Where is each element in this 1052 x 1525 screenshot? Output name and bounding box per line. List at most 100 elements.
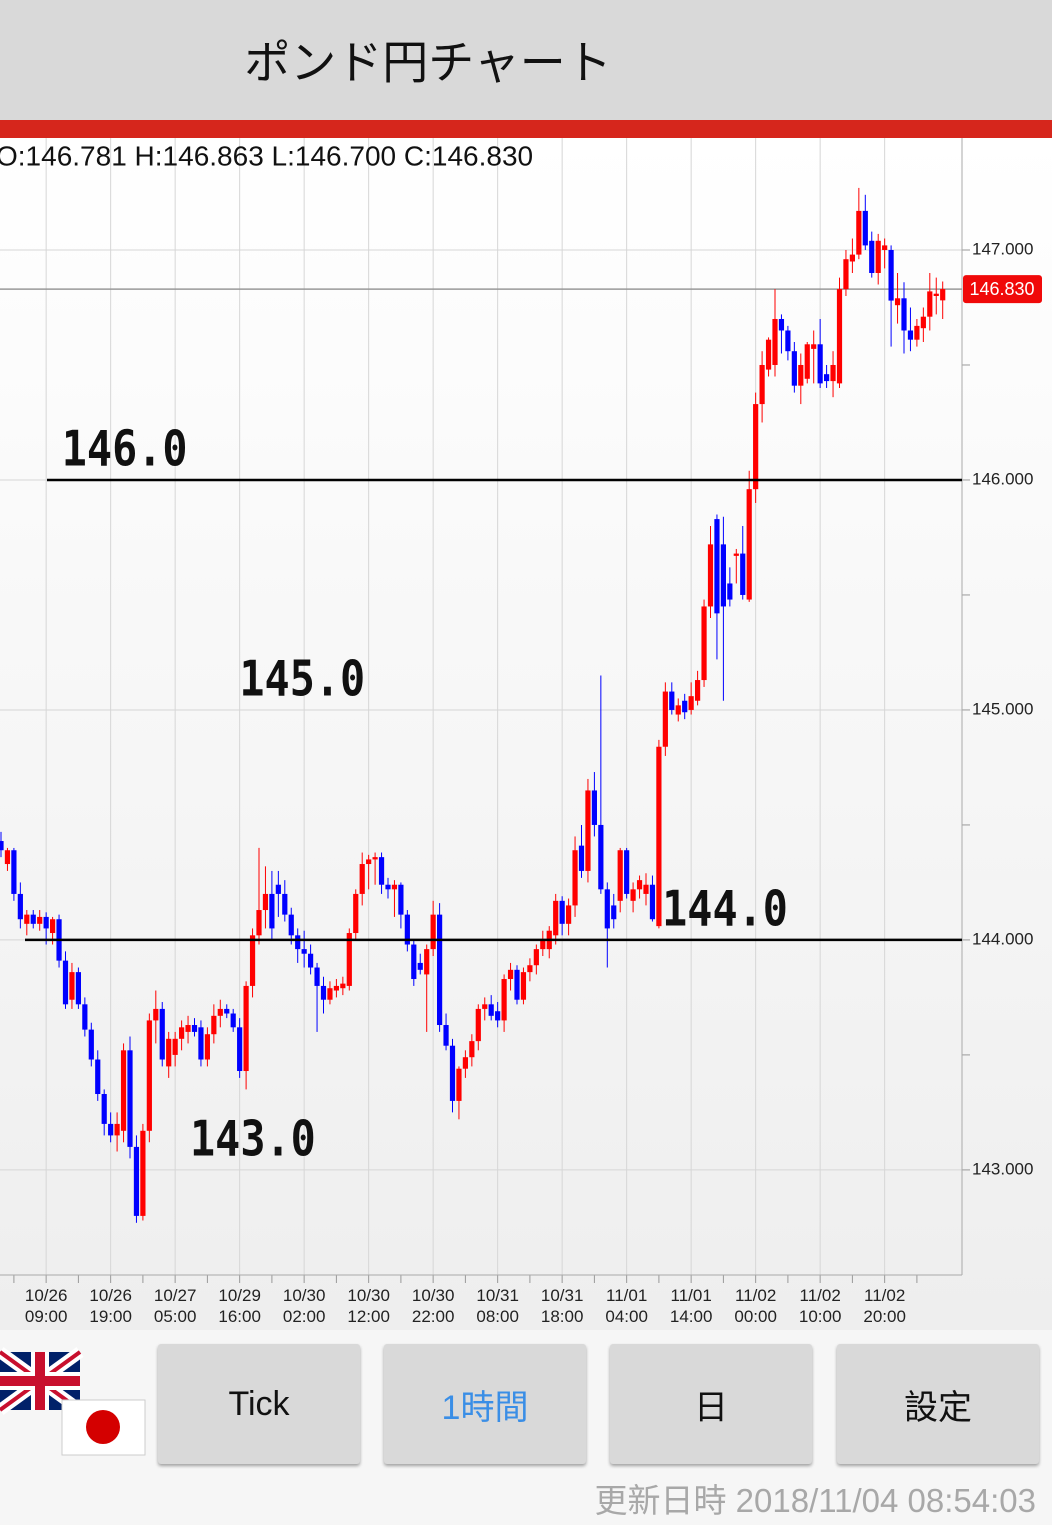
x-tick-label: 10/30 22:00 (411, 1286, 455, 1326)
candle-body (585, 790, 591, 871)
candle-body (882, 245, 888, 250)
candle-body (630, 889, 636, 901)
candle-body (675, 705, 681, 715)
candle-body (843, 259, 849, 290)
candle-body (869, 240, 875, 273)
candle-body (830, 364, 836, 382)
candle-body (759, 364, 765, 405)
candle-body (172, 1038, 178, 1055)
candle-body (437, 914, 443, 1026)
update-time: 更新日時 2018/11/04 08:54:03 (594, 1482, 1036, 1519)
candle-body (211, 1015, 217, 1035)
candle-body (907, 330, 914, 340)
candle-body (553, 900, 559, 936)
candle-body (340, 983, 346, 989)
candle-body (50, 919, 56, 934)
candle-body (4, 850, 11, 865)
candle-body (198, 1027, 204, 1060)
page-title: ポンド円チャート (244, 36, 612, 90)
candle-body (591, 790, 597, 825)
x-tick-label: 11/02 00:00 (734, 1286, 777, 1326)
candle-body (753, 404, 759, 490)
candle-body (940, 289, 946, 301)
x-tick-label: 11/01 04:00 (605, 1286, 648, 1326)
candle-body (604, 889, 610, 929)
candle-body (262, 893, 269, 911)
candle-body (495, 1011, 501, 1021)
candle-body (133, 1146, 140, 1216)
y-tick-label: 147.000 (972, 239, 1033, 258)
candle-body (901, 298, 907, 331)
candle-body (688, 696, 694, 710)
candle-body (920, 316, 926, 329)
candle-body (398, 884, 404, 915)
candle-body (695, 680, 701, 701)
x-tick-label: 11/02 10:00 (798, 1286, 842, 1326)
candle-body (95, 1059, 101, 1095)
candle-body (720, 544, 726, 607)
candle-body (624, 850, 630, 894)
candle-body (740, 553, 746, 595)
candle-body (88, 1029, 94, 1060)
candle-body (520, 972, 527, 1000)
y-tick-label: 144.000 (972, 929, 1033, 948)
accent-bar (0, 120, 1052, 138)
annotation-label: 143.0 (190, 1110, 316, 1167)
candle-body (120, 1050, 127, 1131)
candle-body (714, 519, 720, 614)
last-price-label: 146.830 (969, 279, 1034, 299)
candle-body (765, 339, 772, 370)
candle-body (24, 914, 30, 924)
candle-body (62, 960, 69, 1005)
x-tick-label: 10/31 18:00 (540, 1286, 584, 1326)
candle-body (430, 914, 436, 950)
candle-body (346, 933, 352, 986)
candle-body (914, 325, 920, 340)
candle-body (643, 884, 649, 894)
candle-body (366, 859, 372, 865)
candle-body (101, 1094, 107, 1124)
candle-body (811, 344, 817, 349)
candle-body (359, 864, 365, 894)
tab-button[interactable]: 1時間 (384, 1344, 586, 1464)
candle-body (888, 249, 894, 301)
candle-body (824, 374, 830, 382)
candle-body (598, 824, 604, 890)
candle-body (636, 880, 643, 890)
y-tick-label: 143.000 (972, 1159, 1033, 1178)
candle-body (417, 962, 423, 970)
x-tick-label: 11/02 20:00 (863, 1286, 906, 1326)
candle-body (791, 351, 797, 386)
annotation-label: 146.0 (62, 420, 188, 477)
x-tick-label: 10/31 08:00 (476, 1286, 519, 1326)
candle-body (230, 1013, 236, 1028)
last-price-box (963, 275, 1042, 304)
candle-body (243, 985, 249, 1072)
candle-body (378, 857, 385, 885)
candle-body (269, 893, 275, 929)
candle-body (578, 845, 585, 871)
candle-body (140, 1130, 146, 1216)
candle-body (327, 988, 333, 1000)
candle-body (75, 972, 81, 1005)
candle-body (404, 914, 410, 945)
candle-body (649, 884, 656, 920)
x-tick-label: 10/30 12:00 (347, 1286, 390, 1326)
candle-body (295, 935, 301, 950)
candle-body (256, 910, 262, 936)
x-tick-label: 10/26 19:00 (89, 1286, 132, 1326)
candle-body (785, 330, 791, 352)
candle-body (108, 1123, 114, 1136)
candlestick-chart: 143.000 144.000 145.000 146.000 147.000 146.0… (0, 138, 1042, 1283)
candle-body (817, 344, 823, 384)
tab-button[interactable]: 設定 (837, 1344, 1039, 1464)
candle-body (275, 884, 281, 894)
tab-button[interactable]: Tick (158, 1344, 360, 1464)
candle-body (308, 953, 314, 968)
x-tick-label: 10/30 02:00 (282, 1286, 326, 1326)
candle-body (804, 344, 810, 379)
candle-body (701, 606, 707, 681)
tab-button[interactable]: 日 (610, 1344, 812, 1464)
candle-body (443, 1025, 449, 1046)
